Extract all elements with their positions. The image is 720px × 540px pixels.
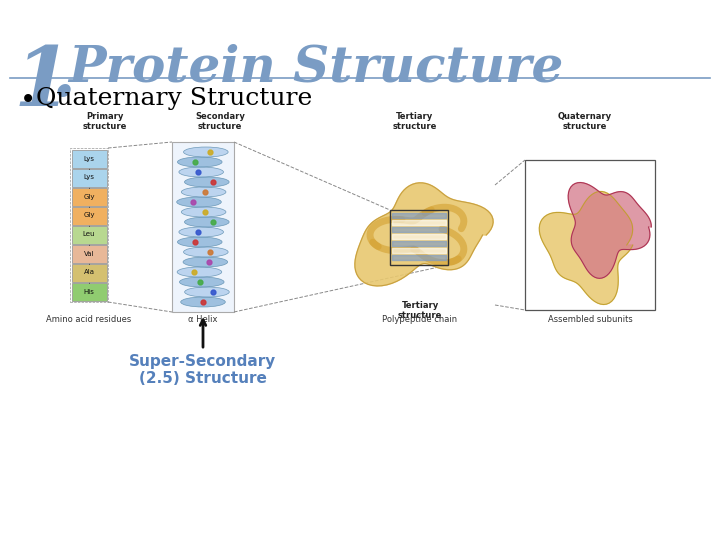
Text: Secondary
structure: Secondary structure — [195, 112, 245, 131]
FancyBboxPatch shape — [71, 264, 107, 281]
FancyBboxPatch shape — [71, 206, 107, 225]
Text: Amino acid residues: Amino acid residues — [46, 315, 132, 324]
Text: Lys: Lys — [84, 174, 94, 180]
Text: His: His — [84, 288, 94, 294]
Text: Tertiary
structure: Tertiary structure — [398, 301, 442, 320]
Bar — [390, 210, 448, 265]
Text: Gly: Gly — [84, 213, 95, 219]
Ellipse shape — [184, 287, 229, 297]
FancyBboxPatch shape — [71, 168, 107, 186]
Text: Polypeptide chain: Polypeptide chain — [382, 315, 458, 324]
Ellipse shape — [179, 277, 224, 287]
Text: Super-Secondary
(2.5) Structure: Super-Secondary (2.5) Structure — [130, 354, 276, 387]
Ellipse shape — [184, 147, 228, 157]
Ellipse shape — [181, 297, 225, 307]
Bar — [525, 160, 655, 310]
Text: Leu: Leu — [83, 232, 95, 238]
Ellipse shape — [176, 197, 221, 207]
FancyBboxPatch shape — [71, 150, 107, 167]
Ellipse shape — [184, 177, 229, 187]
Ellipse shape — [183, 257, 228, 267]
Text: •: • — [20, 86, 36, 114]
Text: Protein Structure: Protein Structure — [68, 43, 563, 92]
FancyBboxPatch shape — [71, 245, 107, 262]
Text: Primary
structure: Primary structure — [83, 112, 127, 131]
Ellipse shape — [177, 237, 222, 247]
Text: Ala: Ala — [84, 269, 94, 275]
Text: .: . — [52, 43, 76, 111]
Bar — [70, 148, 108, 302]
Ellipse shape — [184, 247, 228, 257]
FancyBboxPatch shape — [71, 226, 107, 244]
Ellipse shape — [179, 227, 223, 237]
Polygon shape — [539, 192, 633, 305]
Bar — [172, 142, 234, 312]
Ellipse shape — [181, 207, 226, 217]
Polygon shape — [568, 183, 652, 278]
FancyBboxPatch shape — [71, 187, 107, 206]
Text: Val: Val — [84, 251, 94, 256]
Ellipse shape — [181, 187, 226, 197]
Text: Lys: Lys — [84, 156, 94, 161]
Text: α Helix: α Helix — [188, 315, 217, 324]
FancyBboxPatch shape — [71, 282, 107, 300]
Polygon shape — [355, 183, 493, 286]
Ellipse shape — [179, 167, 223, 177]
Text: Quaternary Structure: Quaternary Structure — [36, 87, 312, 110]
Text: Gly: Gly — [84, 193, 95, 199]
Ellipse shape — [177, 157, 222, 167]
Text: Quaternary
structure: Quaternary structure — [558, 112, 612, 131]
Text: Assembled subunits: Assembled subunits — [548, 315, 632, 324]
Text: 1: 1 — [14, 43, 72, 123]
Ellipse shape — [177, 267, 222, 277]
Text: Tertiary
structure: Tertiary structure — [393, 112, 437, 131]
Ellipse shape — [184, 217, 229, 227]
